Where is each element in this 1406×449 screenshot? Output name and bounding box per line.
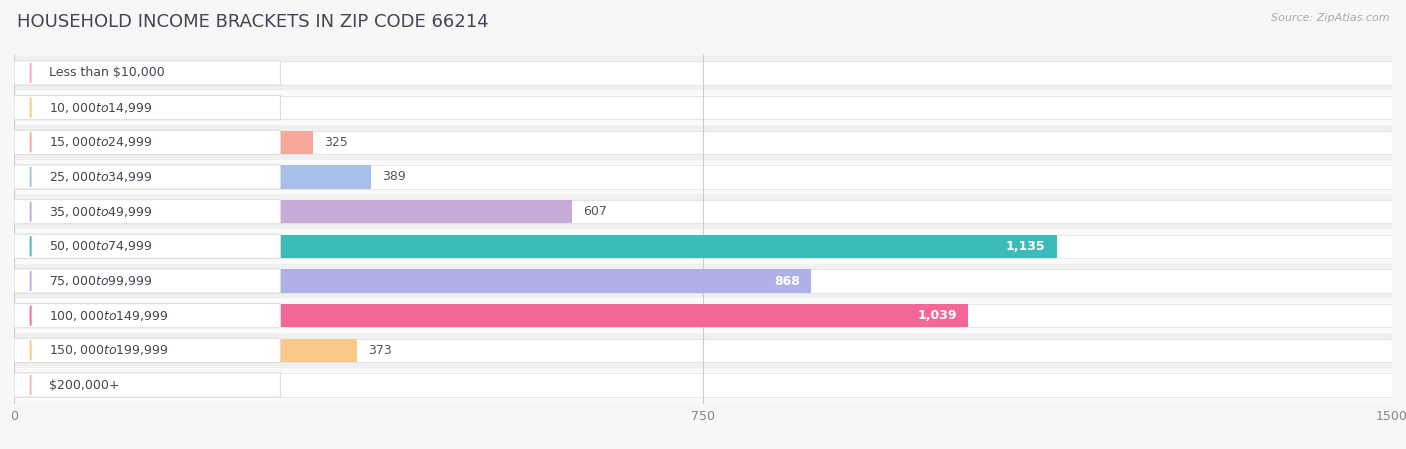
Bar xyxy=(14,229,1392,264)
Bar xyxy=(14,200,572,224)
Bar xyxy=(14,194,1392,229)
Bar xyxy=(14,304,969,327)
Bar xyxy=(14,368,1392,402)
Text: $100,000 to $149,999: $100,000 to $149,999 xyxy=(49,308,169,323)
Text: HOUSEHOLD INCOME BRACKETS IN ZIP CODE 66214: HOUSEHOLD INCOME BRACKETS IN ZIP CODE 66… xyxy=(17,13,488,31)
Text: 607: 607 xyxy=(582,205,606,218)
FancyBboxPatch shape xyxy=(14,269,280,293)
Text: Source: ZipAtlas.com: Source: ZipAtlas.com xyxy=(1271,13,1389,23)
Text: 325: 325 xyxy=(323,136,347,149)
Text: $150,000 to $199,999: $150,000 to $199,999 xyxy=(49,343,169,357)
Bar xyxy=(14,165,371,189)
Text: 1,135: 1,135 xyxy=(1007,240,1046,253)
Bar xyxy=(14,61,1392,85)
Bar xyxy=(14,339,1392,362)
Bar xyxy=(14,90,1392,125)
FancyBboxPatch shape xyxy=(14,61,280,85)
Text: 1,039: 1,039 xyxy=(918,309,957,322)
Bar xyxy=(14,165,1392,189)
Text: $75,000 to $99,999: $75,000 to $99,999 xyxy=(49,274,152,288)
Text: $200,000+: $200,000+ xyxy=(49,379,120,392)
Text: 389: 389 xyxy=(382,171,406,184)
Text: 139: 139 xyxy=(153,66,176,79)
Bar xyxy=(14,298,1392,333)
Bar xyxy=(14,373,243,397)
FancyBboxPatch shape xyxy=(14,199,280,224)
Bar xyxy=(14,96,1392,119)
Bar xyxy=(14,264,1392,298)
Bar xyxy=(14,269,811,293)
FancyBboxPatch shape xyxy=(14,96,280,120)
Text: 202: 202 xyxy=(211,101,235,114)
FancyBboxPatch shape xyxy=(14,338,280,362)
Bar xyxy=(14,234,1057,258)
Bar xyxy=(14,234,1392,258)
Bar xyxy=(14,56,1392,90)
Text: $50,000 to $74,999: $50,000 to $74,999 xyxy=(49,239,152,253)
Bar xyxy=(14,339,357,362)
FancyBboxPatch shape xyxy=(14,234,280,259)
Text: $25,000 to $34,999: $25,000 to $34,999 xyxy=(49,170,152,184)
Bar xyxy=(14,125,1392,160)
FancyBboxPatch shape xyxy=(14,165,280,189)
Text: Less than $10,000: Less than $10,000 xyxy=(49,66,165,79)
Bar xyxy=(14,61,142,85)
Bar xyxy=(14,333,1392,368)
Bar xyxy=(14,160,1392,194)
Bar xyxy=(14,131,1392,154)
Bar xyxy=(14,96,200,119)
Bar xyxy=(14,131,312,154)
Bar xyxy=(14,373,1392,397)
Text: 868: 868 xyxy=(775,274,800,287)
Bar xyxy=(14,269,1392,293)
Text: 250: 250 xyxy=(254,379,278,392)
Text: 373: 373 xyxy=(368,344,391,357)
FancyBboxPatch shape xyxy=(14,373,280,397)
Bar xyxy=(14,304,1392,327)
Text: $15,000 to $24,999: $15,000 to $24,999 xyxy=(49,135,152,150)
Bar xyxy=(14,200,1392,224)
FancyBboxPatch shape xyxy=(14,304,280,328)
FancyBboxPatch shape xyxy=(14,130,280,154)
Text: $35,000 to $49,999: $35,000 to $49,999 xyxy=(49,205,152,219)
Text: $10,000 to $14,999: $10,000 to $14,999 xyxy=(49,101,152,114)
